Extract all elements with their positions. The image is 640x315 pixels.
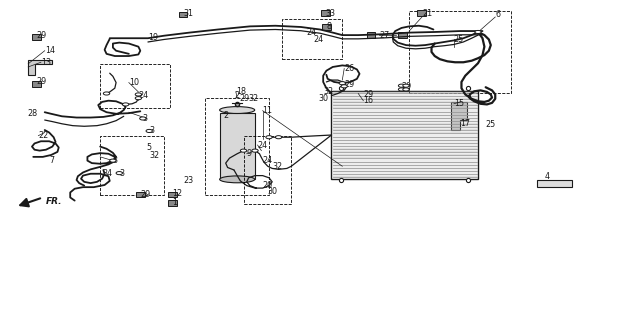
Text: 24: 24 bbox=[314, 35, 324, 44]
Bar bbox=[398, 32, 407, 38]
Text: 5: 5 bbox=[147, 143, 152, 152]
Polygon shape bbox=[28, 60, 52, 75]
Bar bbox=[205, 98, 269, 195]
Circle shape bbox=[339, 82, 346, 85]
Text: 29: 29 bbox=[239, 94, 250, 103]
Text: 29: 29 bbox=[36, 77, 47, 85]
Circle shape bbox=[146, 129, 152, 133]
Circle shape bbox=[241, 149, 246, 152]
Text: 29: 29 bbox=[364, 90, 374, 99]
Text: 24: 24 bbox=[306, 28, 316, 37]
Text: FR.: FR. bbox=[46, 197, 63, 206]
Text: 32: 32 bbox=[272, 162, 282, 171]
Text: 22: 22 bbox=[38, 131, 49, 140]
Circle shape bbox=[252, 149, 258, 152]
Text: 18: 18 bbox=[236, 88, 246, 96]
Text: 13: 13 bbox=[41, 58, 51, 67]
Ellipse shape bbox=[220, 106, 255, 113]
Text: 2: 2 bbox=[223, 111, 228, 120]
Text: 27: 27 bbox=[380, 31, 390, 40]
Text: 3: 3 bbox=[119, 169, 124, 178]
Circle shape bbox=[403, 84, 409, 87]
Text: 21: 21 bbox=[422, 9, 432, 18]
Text: 15: 15 bbox=[454, 99, 464, 108]
Text: 29: 29 bbox=[401, 82, 412, 91]
Text: 32: 32 bbox=[248, 94, 259, 103]
Text: 33: 33 bbox=[325, 9, 335, 18]
Bar bbox=[100, 136, 164, 195]
Bar bbox=[168, 200, 177, 206]
Text: 17: 17 bbox=[460, 119, 470, 128]
Text: 32: 32 bbox=[323, 88, 333, 96]
Text: 3: 3 bbox=[143, 114, 148, 123]
Text: 30: 30 bbox=[319, 94, 329, 103]
Text: 16: 16 bbox=[364, 96, 373, 105]
Circle shape bbox=[341, 85, 348, 88]
Circle shape bbox=[275, 136, 282, 139]
Text: 29: 29 bbox=[344, 80, 355, 89]
Bar bbox=[136, 192, 145, 197]
Circle shape bbox=[403, 88, 409, 91]
Text: 10: 10 bbox=[129, 78, 139, 87]
Bar bbox=[168, 192, 177, 197]
Text: 8: 8 bbox=[326, 22, 332, 31]
Text: 28: 28 bbox=[27, 109, 37, 118]
Text: 29: 29 bbox=[140, 190, 150, 199]
Text: 1: 1 bbox=[172, 198, 177, 207]
Circle shape bbox=[116, 172, 122, 175]
Text: 24: 24 bbox=[262, 156, 273, 165]
Polygon shape bbox=[451, 102, 467, 130]
Circle shape bbox=[122, 103, 129, 106]
Bar bbox=[32, 34, 41, 40]
Circle shape bbox=[135, 97, 141, 100]
Text: 34: 34 bbox=[102, 169, 112, 178]
Text: 9: 9 bbox=[246, 149, 252, 158]
Text: 26: 26 bbox=[344, 64, 355, 73]
Circle shape bbox=[398, 84, 404, 87]
Text: 25: 25 bbox=[486, 120, 496, 129]
Bar bbox=[322, 24, 331, 30]
Bar bbox=[244, 136, 291, 204]
Bar bbox=[100, 64, 170, 107]
Circle shape bbox=[266, 136, 272, 139]
Text: 3: 3 bbox=[113, 156, 118, 165]
Text: 6: 6 bbox=[495, 10, 500, 19]
Circle shape bbox=[103, 92, 109, 95]
Text: 31: 31 bbox=[183, 9, 193, 18]
Bar bbox=[179, 12, 188, 17]
Text: 20: 20 bbox=[262, 181, 273, 190]
Text: 19: 19 bbox=[148, 33, 158, 42]
Text: 4: 4 bbox=[544, 172, 549, 181]
Text: 24: 24 bbox=[257, 140, 268, 150]
Text: 23: 23 bbox=[183, 176, 193, 186]
Text: 32: 32 bbox=[149, 151, 159, 159]
Circle shape bbox=[109, 159, 116, 162]
Text: 12: 12 bbox=[172, 189, 182, 198]
Text: 24: 24 bbox=[138, 90, 148, 100]
Text: 14: 14 bbox=[45, 46, 55, 55]
Text: 29: 29 bbox=[36, 31, 47, 40]
Bar bbox=[332, 91, 478, 179]
Circle shape bbox=[135, 93, 141, 96]
Bar bbox=[367, 32, 376, 38]
Text: 3: 3 bbox=[149, 126, 154, 135]
Text: 30: 30 bbox=[268, 187, 278, 196]
Bar bbox=[321, 10, 330, 16]
Circle shape bbox=[398, 88, 404, 91]
Bar bbox=[417, 10, 426, 16]
Bar bbox=[282, 19, 342, 59]
Bar bbox=[32, 81, 41, 87]
Circle shape bbox=[140, 117, 146, 120]
Text: 2: 2 bbox=[235, 91, 240, 100]
Bar bbox=[537, 180, 572, 187]
Bar bbox=[409, 11, 511, 94]
Ellipse shape bbox=[220, 176, 255, 183]
Text: 7: 7 bbox=[49, 156, 54, 165]
Text: 11: 11 bbox=[262, 106, 273, 115]
Circle shape bbox=[475, 31, 481, 34]
Bar bbox=[220, 113, 255, 179]
Text: 25: 25 bbox=[454, 35, 464, 44]
